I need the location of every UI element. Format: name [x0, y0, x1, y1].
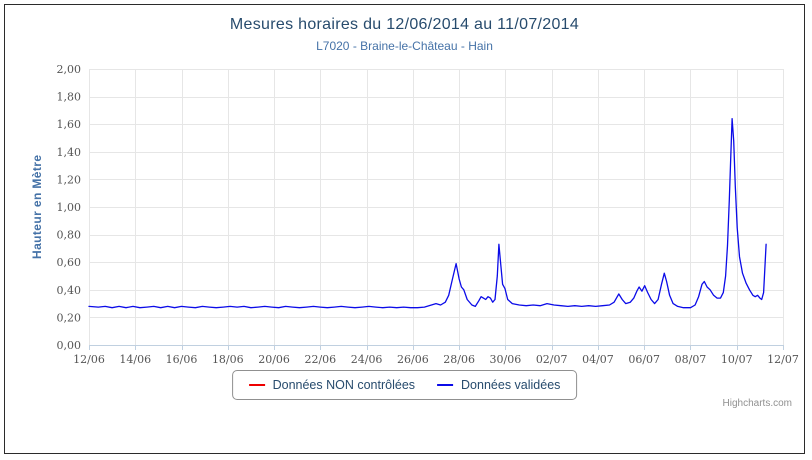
blue-line-icon [437, 384, 454, 386]
x-tick-label: 16/06 [166, 353, 198, 366]
x-tick-label: 12/07 [767, 353, 799, 366]
x-tick-label: 24/06 [351, 353, 383, 366]
x-tick-label: 28/06 [443, 353, 475, 366]
y-tick-label: 0,40 [57, 284, 82, 297]
red-line-icon [248, 384, 265, 386]
y-tick-label: 1,00 [57, 201, 82, 214]
x-tick-label: 26/06 [397, 353, 429, 366]
chart-subtitle: L7020 - Braine-le-Château - Hain [316, 39, 493, 53]
y-tick-label: 0,60 [57, 256, 82, 269]
legend: Données NON contrôlées Données validées [231, 370, 578, 400]
legend-label: Données NON contrôlées [272, 378, 416, 392]
x-tick-label: 20/06 [258, 353, 290, 366]
x-tick-label: 30/06 [490, 353, 522, 366]
legend-item-donnees-non-controlees[interactable]: Données NON contrôlées [248, 378, 416, 392]
y-tick-label: 0,00 [57, 339, 82, 352]
x-tick-label: 06/07 [628, 353, 660, 366]
y-tick-label: 1,40 [57, 146, 82, 159]
y-tick-label: 0,80 [57, 229, 82, 242]
x-tick-label: 14/06 [119, 353, 151, 366]
y-tick-label: 0,20 [57, 311, 82, 324]
x-tick-label: 10/07 [721, 353, 753, 366]
chart-title: Mesures horaires du 12/06/2014 au 11/07/… [229, 16, 580, 33]
x-tick-label: 08/07 [675, 353, 707, 366]
plot-area: 0,00 0,20 0,40 0,60 0,80 1,00 1,20 1,40 1,60 1,80… [57, 63, 799, 366]
legend-label: Données validées [461, 378, 561, 392]
x-tick-label: 22/06 [304, 353, 336, 366]
x-tick-label: 12/06 [73, 353, 105, 366]
highcharts-credits-link[interactable]: Highcharts.com [722, 398, 792, 409]
chart-frame: Mesures horaires du 12/06/2014 au 11/07/… [4, 4, 805, 454]
x-tick-label: 02/07 [536, 353, 568, 366]
x-tick-label: 04/07 [582, 353, 614, 366]
x-tick-label: 18/06 [212, 353, 244, 366]
y-tick-label: 1,20 [57, 173, 82, 186]
y-tick-label: 1,60 [57, 118, 82, 131]
y-tick-label: 1,80 [57, 91, 82, 104]
legend-item-donnees-validees[interactable]: Données validées [437, 378, 560, 392]
series-line-1 [88, 118, 767, 309]
y-tick-label: 2,00 [57, 63, 82, 76]
